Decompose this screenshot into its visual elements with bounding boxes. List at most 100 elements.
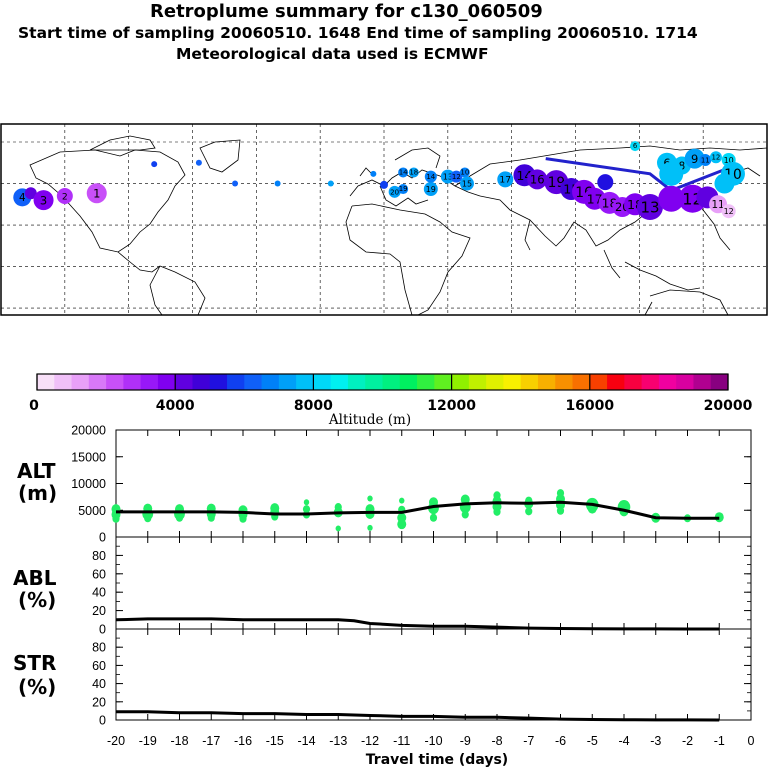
plume-point-label: 9 bbox=[691, 152, 698, 166]
plume-point-label: 19 bbox=[426, 185, 436, 194]
colorbar-swatch bbox=[209, 374, 228, 390]
plume-point bbox=[56, 187, 73, 204]
alt-data-point bbox=[112, 514, 120, 523]
plume-point-label: 12 bbox=[724, 207, 734, 216]
colorbar-swatch bbox=[503, 374, 522, 390]
y-tick-label: 40 bbox=[92, 677, 106, 691]
colorbar-tick-label: 4000 bbox=[156, 398, 195, 414]
colorbar-swatch bbox=[382, 374, 401, 390]
plume-point bbox=[370, 170, 377, 177]
alt-data-point bbox=[207, 513, 215, 522]
x-tick-label: -18 bbox=[170, 734, 188, 748]
colorbar-swatch bbox=[278, 374, 297, 390]
plume-point bbox=[380, 180, 388, 189]
plume-point bbox=[459, 167, 470, 178]
colorbar-swatch bbox=[330, 374, 349, 390]
alt-panel-unit: (m) bbox=[18, 481, 57, 505]
x-tick-label: -6 bbox=[555, 734, 566, 748]
plume-point-label: 14 bbox=[399, 169, 408, 177]
colorbar-swatch bbox=[244, 374, 263, 390]
colorbar-swatch bbox=[88, 374, 107, 390]
plume-point bbox=[327, 180, 334, 187]
colorbar-swatch bbox=[175, 374, 193, 390]
plume-point bbox=[714, 173, 735, 194]
x-tick-label: -13 bbox=[329, 734, 347, 748]
colorbar-swatch bbox=[451, 374, 470, 390]
colorbar-tick-label: 8000 bbox=[294, 398, 333, 414]
x-tick-label: -2 bbox=[682, 734, 693, 748]
plume-point bbox=[440, 169, 455, 184]
str-panel-frame bbox=[115, 628, 752, 721]
alt-mean-line bbox=[116, 500, 720, 520]
plume-point-label: 8 bbox=[679, 160, 686, 172]
y-tick-label: 20 bbox=[92, 604, 106, 618]
colorbar-swatch bbox=[399, 374, 418, 390]
plume-point bbox=[709, 151, 722, 164]
y-tick-label: 20 bbox=[92, 695, 106, 709]
colorbar-swatch bbox=[710, 374, 729, 390]
y-tick-label: 10000 bbox=[71, 477, 106, 491]
plume-point bbox=[527, 169, 548, 190]
colorbar-tick-label: 16000 bbox=[565, 398, 614, 414]
x-tick-label: 0 bbox=[748, 734, 755, 748]
plume-point-label: 11 bbox=[711, 199, 724, 211]
colorbar-tick-label: 0 bbox=[29, 398, 39, 414]
plume-point-label: 3 bbox=[40, 193, 47, 207]
alt-data-point bbox=[367, 495, 373, 502]
colorbar-swatch bbox=[37, 374, 55, 390]
alt-data-point bbox=[399, 497, 405, 504]
plume-point bbox=[195, 159, 202, 166]
plume-point bbox=[424, 170, 437, 183]
plume-point-label: 10 bbox=[460, 169, 469, 177]
alt-data-point bbox=[556, 506, 565, 515]
colorbar-swatch bbox=[140, 374, 159, 390]
abl-series-line bbox=[115, 617, 720, 631]
colorbar-swatch bbox=[54, 374, 73, 390]
plume-point bbox=[497, 171, 514, 188]
str-panel-label: STR bbox=[13, 651, 56, 675]
colorbar-swatch bbox=[658, 374, 677, 390]
alt-data-point bbox=[144, 514, 152, 523]
plume-point bbox=[398, 167, 409, 178]
plume-point bbox=[658, 185, 685, 212]
colorbar-swatch bbox=[468, 374, 487, 390]
colorbar-swatch bbox=[417, 374, 435, 390]
x-tick-label: -11 bbox=[393, 734, 410, 748]
plume-point bbox=[274, 180, 281, 187]
abl-panel-frame bbox=[115, 536, 752, 630]
colorbar-swatch bbox=[313, 374, 332, 390]
colorbar-tick-label: 12000 bbox=[427, 398, 476, 414]
abl-panel-unit: (%) bbox=[18, 588, 56, 612]
alt-data-point bbox=[397, 519, 407, 530]
x-tick-label: -20 bbox=[107, 734, 125, 748]
colorbar-swatch bbox=[572, 374, 591, 390]
colorbar-swatch bbox=[589, 374, 608, 390]
plume-point bbox=[423, 182, 438, 197]
plume-point-label: 13 bbox=[443, 173, 453, 182]
y-tick-label: 40 bbox=[92, 586, 106, 600]
str-series-line bbox=[116, 710, 720, 722]
plume-point-label: 16 bbox=[530, 173, 545, 187]
y-tick-label: 60 bbox=[92, 659, 106, 673]
x-tick-label: -4 bbox=[618, 734, 629, 748]
colorbar-swatch bbox=[192, 374, 211, 390]
x-tick-label: -3 bbox=[650, 734, 661, 748]
plume-point-label: 20 bbox=[390, 188, 399, 196]
altitude-colorbar: 0 4000 8000 12000 16000 20000 bbox=[29, 373, 753, 414]
alt-data-point bbox=[461, 510, 469, 519]
colorbar-swatch bbox=[486, 374, 504, 390]
colorbar-swatch bbox=[106, 374, 124, 390]
x-tick-label: -1 bbox=[714, 734, 725, 748]
chart-title: Retroplume summary for c130_060509 bbox=[150, 1, 543, 22]
x-tick-label: -8 bbox=[491, 734, 502, 748]
x-tick-label: -7 bbox=[523, 734, 534, 748]
y-tick-label: 20000 bbox=[71, 424, 106, 438]
x-tick-label: -10 bbox=[424, 734, 442, 748]
plume-point bbox=[597, 174, 614, 191]
plume-point-label: 11 bbox=[701, 157, 710, 165]
alt-data-point bbox=[429, 513, 438, 522]
plume-point bbox=[450, 170, 463, 183]
plume-point-label: 14 bbox=[426, 173, 435, 181]
y-tick-label: 15000 bbox=[71, 450, 106, 464]
